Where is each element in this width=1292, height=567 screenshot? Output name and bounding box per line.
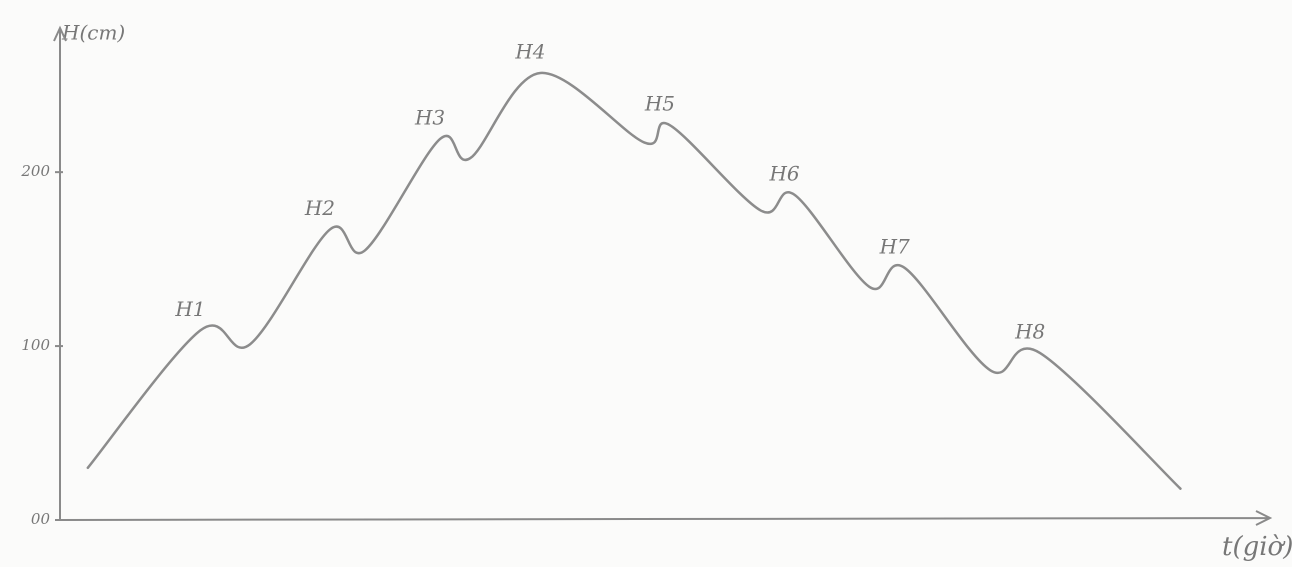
y-tick-label: 00 [31, 510, 51, 528]
peak-label: H2 [304, 196, 335, 220]
y-tick-label: 200 [20, 162, 50, 180]
x-axis [60, 511, 1270, 525]
chart: H(cm) t(giờ) 00 100 200 H1 H2 H3 H4 H5 H6 H7 H8 [0, 0, 1292, 567]
peak-label: H3 [414, 106, 445, 130]
y-tick-label: 100 [21, 336, 50, 354]
peak-label: H7 [879, 234, 910, 258]
page: {"chart_data": {"type": "line", "y_label… [0, 0, 1292, 567]
x-axis-label: t(giờ) [1222, 532, 1292, 562]
peak-label: H5 [644, 92, 675, 116]
y-axis [54, 28, 66, 520]
y-axis-label: H(cm) [61, 21, 125, 45]
peak-label: H6 [768, 161, 799, 185]
peak-label: H4 [514, 40, 545, 64]
line [88, 73, 1181, 489]
peak-label: H8 [1014, 320, 1045, 344]
peak-label: H1 [174, 297, 205, 321]
